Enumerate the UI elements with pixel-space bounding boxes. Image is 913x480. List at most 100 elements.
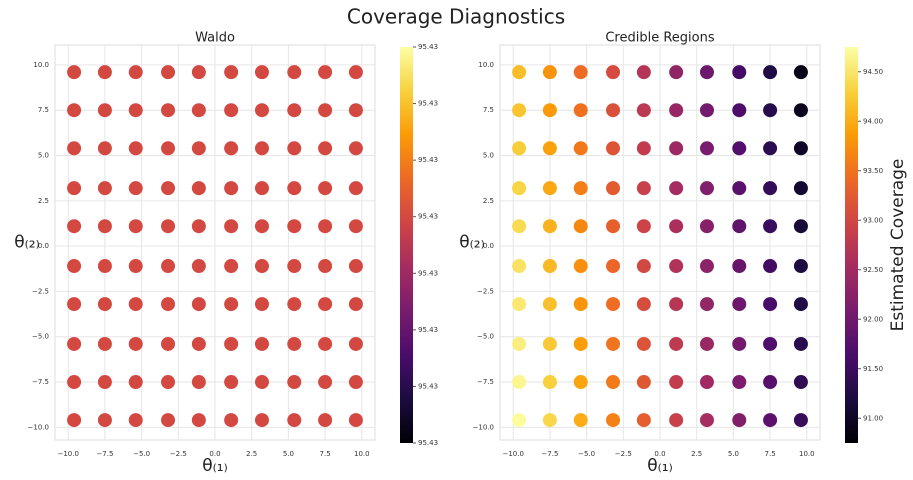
scatter-point [161, 259, 176, 274]
scatter-point [573, 219, 588, 234]
scatter-point [699, 413, 714, 428]
scatter-point [732, 259, 747, 274]
y-tick-label: 7.5 [38, 106, 49, 114]
scatter-point [793, 413, 808, 428]
scatter-point [699, 141, 714, 156]
scatter-point [793, 219, 808, 234]
x-tick-label: 7.5 [765, 450, 776, 458]
scatter-point [763, 375, 778, 390]
scatter-point [542, 259, 557, 274]
x-tick-label: 0.0 [209, 450, 220, 458]
scatter-point [67, 297, 82, 312]
scatter-point [254, 259, 269, 274]
scatter-point [287, 336, 302, 351]
x-tick-label: 7.5 [320, 450, 331, 458]
scatter-point [318, 181, 333, 196]
scatter-point [97, 103, 112, 118]
scatter-point [97, 65, 112, 80]
scatter-point [128, 259, 143, 274]
scatter-point [224, 103, 239, 118]
scatter-point [67, 219, 82, 234]
colorbar-tick-label: 95.43 [418, 326, 438, 334]
x-axis-label: θ₍₁₎ [647, 456, 673, 476]
scatter-point [318, 259, 333, 274]
colorbar-tick-label: 95.43 [418, 439, 438, 447]
x-tick-label: −10.0 [502, 450, 523, 458]
scatter-point [669, 141, 684, 156]
scatter-point [67, 103, 82, 118]
scatter-point [161, 219, 176, 234]
scatter-point [636, 297, 651, 312]
colorbar-tick-label: 94.50 [863, 68, 883, 76]
x-tick-label: 10.0 [799, 450, 815, 458]
scatter-point [318, 141, 333, 156]
scatter-point [732, 219, 747, 234]
scatter-point [348, 297, 363, 312]
scatter-point [606, 375, 621, 390]
scatter-point [669, 336, 684, 351]
scatter-point [254, 219, 269, 234]
scatter-point [732, 297, 747, 312]
colorbar-tick-label: 95.43 [418, 269, 438, 277]
scatter-point [254, 336, 269, 351]
scatter-point [542, 297, 557, 312]
scatter-point [763, 297, 778, 312]
scatter-point [699, 103, 714, 118]
y-tick-label: −10.0 [473, 423, 494, 431]
scatter-point [191, 413, 206, 428]
scatter-point [348, 413, 363, 428]
scatter-point [636, 103, 651, 118]
x-axis-label: θ₍₁₎ [202, 456, 228, 476]
scatter-point [699, 219, 714, 234]
scatter-point [287, 181, 302, 196]
scatter-point [67, 181, 82, 196]
scatter-point [97, 413, 112, 428]
scatter-point [348, 141, 363, 156]
scatter-point [763, 65, 778, 80]
scatter-point [699, 259, 714, 274]
scatter-point [254, 297, 269, 312]
colorbar-tick-label: 91.50 [863, 365, 883, 373]
y-tick-label: −5.0 [32, 333, 49, 341]
scatter-point [606, 141, 621, 156]
y-tick-label: 2.5 [483, 197, 494, 205]
scatter-point [793, 65, 808, 80]
scatter-point [318, 297, 333, 312]
scatter-point [606, 181, 621, 196]
scatter-point [699, 297, 714, 312]
scatter-point [606, 103, 621, 118]
scatter-point [318, 413, 333, 428]
scatter-point [542, 336, 557, 351]
scatter-point [67, 375, 82, 390]
scatter-point [573, 375, 588, 390]
y-tick-label: 10.0 [33, 61, 49, 69]
scatter-point [732, 375, 747, 390]
scatter-point [224, 219, 239, 234]
y-axis-label: θ₍₂₎ [459, 233, 485, 253]
y-tick-label: −2.5 [32, 287, 49, 295]
scatter-point [763, 259, 778, 274]
scatter-point [542, 413, 557, 428]
scatter-point [542, 181, 557, 196]
colorbar-tick-label: 95.43 [418, 213, 438, 221]
colorbar-label: Estimated Coverage [888, 159, 908, 332]
scatter-point [606, 413, 621, 428]
scatter-point [763, 103, 778, 118]
colorbar-tick-label: 93.00 [863, 216, 883, 224]
scatter-point [636, 336, 651, 351]
colorbar-tick-label: 92.50 [863, 266, 883, 274]
scatter-point [793, 181, 808, 196]
scatter-point [636, 65, 651, 80]
scatter-point [636, 413, 651, 428]
scatter-point [348, 259, 363, 274]
scatter-point [512, 413, 527, 428]
y-tick-label: 0.0 [38, 242, 49, 250]
x-tick-label: −2.5 [170, 450, 187, 458]
scatter-point [318, 65, 333, 80]
scatter-point [287, 141, 302, 156]
scatter-point [512, 219, 527, 234]
scatter-point [512, 103, 527, 118]
scatter-point [224, 375, 239, 390]
y-tick-label: 10.0 [478, 61, 494, 69]
scatter-point [763, 336, 778, 351]
